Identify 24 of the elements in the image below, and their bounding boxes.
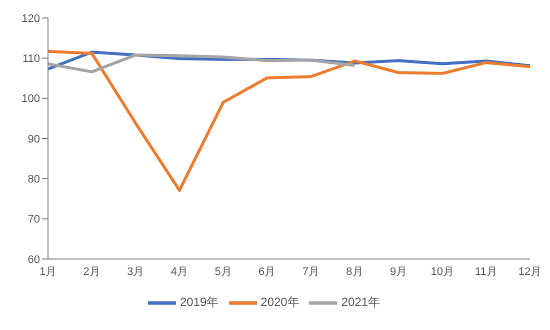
legend-label: 2020年 — [260, 295, 300, 310]
x-tick-label: 4月 — [170, 266, 188, 278]
y-tick-label: 100 — [22, 93, 40, 106]
x-tick-label: 10月 — [430, 266, 454, 278]
x-tick-label: 5月 — [214, 266, 232, 278]
y-tick-label: 90 — [28, 133, 40, 146]
legend-label: 2019年 — [180, 295, 219, 310]
x-tick-label: 9月 — [390, 266, 408, 278]
x-tick-label: 8月 — [346, 266, 364, 278]
line-series — [46, 53, 356, 74]
y-tick-label: 80 — [28, 174, 40, 186]
x-tick-label: 12月 — [518, 266, 542, 278]
x-tick-label: 11月 — [474, 266, 498, 278]
x-tick-label: 1月 — [39, 266, 57, 278]
line-series — [46, 50, 532, 192]
legend-label: 2021年 — [341, 295, 380, 310]
y-tick-label: 110 — [22, 53, 40, 66]
y-tick-label: 120 — [22, 12, 40, 25]
x-tick-label: 7月 — [302, 266, 320, 278]
x-tick-label: 2月 — [83, 266, 100, 278]
y-tick-label: 60 — [28, 254, 40, 266]
x-tick-label: 3月 — [127, 266, 144, 278]
x-tick-label: 6月 — [258, 266, 276, 278]
y-tick-label: 70 — [28, 214, 40, 226]
